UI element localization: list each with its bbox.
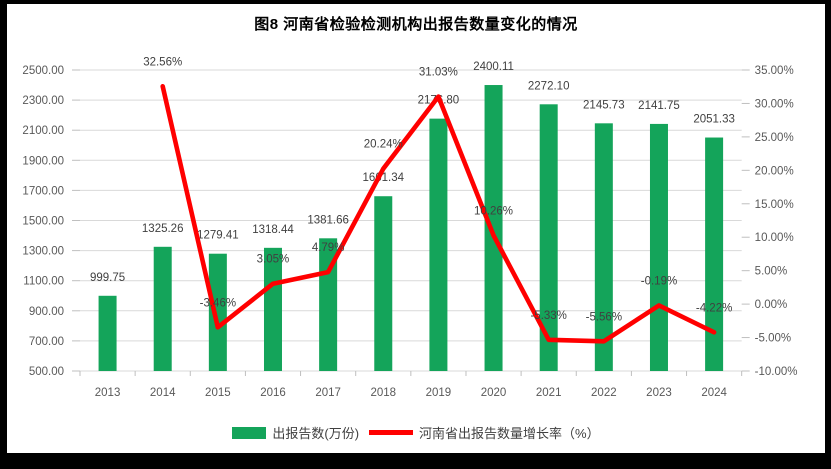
x-axis-category-label: 2023	[646, 387, 672, 399]
line-value-label: 31.03%	[419, 67, 458, 79]
bar-2013	[98, 295, 117, 371]
line-value-label: 20.24%	[364, 139, 403, 151]
chart-title: 图8 河南省检验检测机构出报告数量变化的情况	[254, 16, 578, 33]
left-axis-tick-label: 2300.00	[22, 95, 64, 107]
x-axis-category-label: 2014	[150, 387, 176, 399]
line-value-label: 10.26%	[474, 205, 513, 217]
x-axis-category-label: 2021	[536, 387, 562, 399]
bar-2022	[594, 123, 613, 372]
left-axis-tick-label: 1500.00	[22, 216, 64, 228]
x-axis-category-label: 2015	[205, 387, 231, 399]
bar-value-label: 999.75	[90, 272, 125, 284]
bar-value-label: 2272.10	[528, 80, 570, 92]
left-axis-tick-label: 700.00	[29, 336, 64, 348]
bar-2019	[429, 118, 448, 371]
bar-value-label: 2400.11	[473, 61, 514, 73]
x-axis-category-label: 2024	[701, 387, 727, 399]
left-axis-tick-label: 1100.00	[23, 276, 64, 288]
growth-rate-line	[160, 84, 717, 344]
line-value-label: -4.22%	[696, 302, 732, 314]
legend-bar-swatch-icon	[232, 426, 267, 439]
bar-2020	[484, 85, 503, 371]
x-axis-category-label: 2020	[481, 387, 507, 399]
right-axis-tick-label: 20.00%	[755, 165, 794, 177]
x-axis-category-label: 2017	[315, 387, 341, 399]
line-value-label: -0.19%	[641, 275, 677, 287]
x-axis-category-label: 2016	[260, 387, 286, 399]
bar-value-label: 1279.41	[197, 230, 239, 242]
bar-2014	[153, 246, 172, 371]
left-axis-tick-label: 1300.00	[22, 246, 64, 258]
x-axis-category-label: 2013	[95, 387, 121, 399]
bar-value-label: 1381.66	[307, 214, 349, 226]
line-value-label: -3.46%	[200, 297, 236, 309]
right-axis-tick-label: 30.00%	[755, 98, 794, 110]
chart-plot-area: 500.00 700.00 900.00 1100.00 1300.00 1500.00 1…	[22, 56, 798, 399]
chart-legend: 出报告数(万份) 河南省出报告数量增长率（%）	[7, 423, 825, 442]
left-axis-tick-label: 2100.00	[22, 125, 64, 137]
line-value-label: -5.33%	[530, 310, 566, 322]
bar-2023	[649, 123, 668, 371]
bar-value-label: 2051.33	[693, 114, 735, 126]
left-axis-tick-label: 500.00	[29, 366, 64, 378]
right-axis-tick-label: 5.00%	[755, 266, 788, 278]
right-axis-tick-label: 10.00%	[755, 232, 794, 244]
line-value-label: 3.05%	[257, 254, 290, 266]
right-axis-tick-label: 15.00%	[755, 199, 794, 211]
bar-2015	[208, 253, 227, 371]
right-axis-tick-label: -10.00%	[755, 366, 798, 378]
bar-2021	[539, 104, 558, 371]
line-value-label: -5.56%	[586, 311, 622, 323]
right-axis-tick-label: 0.00%	[755, 299, 788, 311]
right-axis-tick-label: 25.00%	[755, 132, 794, 144]
bar-value-label: 1661.34	[362, 172, 404, 184]
bar-value-label: 2141.75	[638, 100, 680, 112]
left-axis-tick-label: 1700.00	[22, 185, 64, 197]
bar-value-label: 2145.73	[583, 99, 625, 111]
bar-value-label: 1318.44	[252, 224, 294, 236]
bar-2016	[263, 247, 282, 371]
x-axis-category-label: 2022	[591, 387, 617, 399]
bar-2018	[374, 196, 393, 371]
bar-value-label: 1325.26	[142, 223, 184, 235]
bar-2024	[705, 137, 724, 371]
line-value-label: 4.79%	[312, 242, 345, 254]
right-axis-tick-label: -5.00%	[755, 333, 791, 345]
left-axis-tick-label: 2500.00	[22, 65, 64, 77]
x-axis-category-label: 2019	[426, 387, 452, 399]
right-axis-tick-label: 35.00%	[755, 65, 794, 77]
legend-line-label: 河南省出报告数量增长率（%）	[419, 426, 600, 441]
chart-canvas: 图8 河南省检验检测机构出报告数量变化的情况 500.00 700.00 900.0…	[7, 4, 825, 453]
left-axis-tick-label: 1900.00	[22, 155, 64, 167]
left-axis-tick-label: 900.00	[29, 306, 64, 318]
legend-line-swatch-icon	[369, 430, 414, 435]
x-axis-category-label: 2018	[370, 387, 396, 399]
line-value-label: 32.56%	[143, 56, 182, 68]
legend-bar-label: 出报告数(万份)	[272, 426, 360, 441]
